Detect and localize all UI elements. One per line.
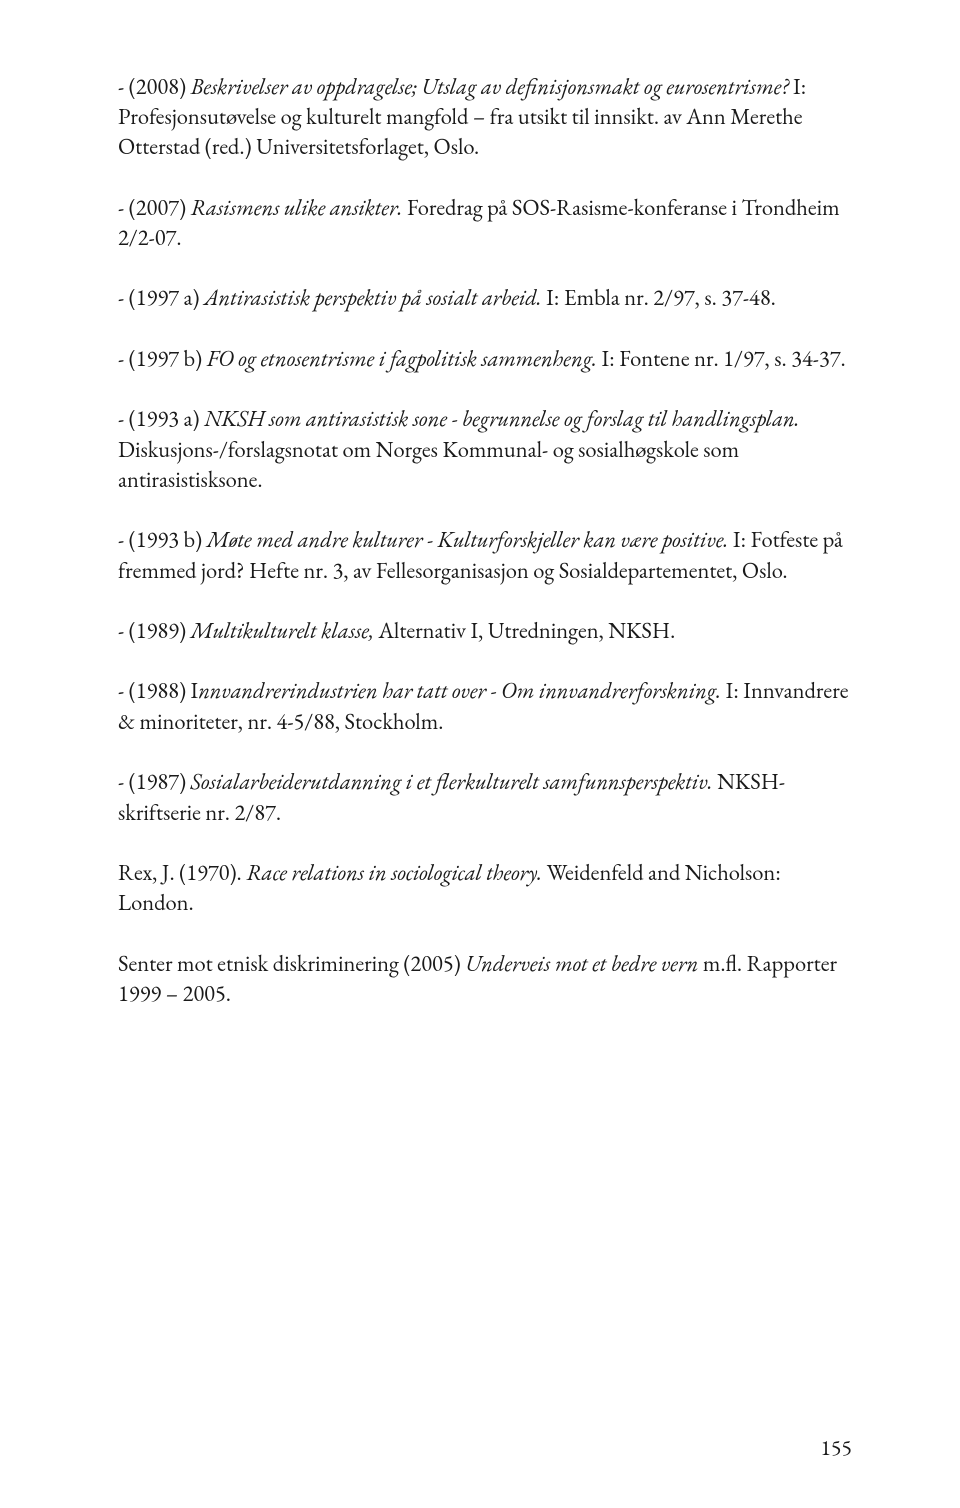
bibliography-entry: - (1993 b) Møte med andre kulturer - Kul…	[118, 524, 852, 585]
entry-text: - (1987)	[118, 766, 191, 796]
entry-text: - (1993 a)	[118, 403, 204, 433]
bibliography-entry: - (1997 b) FO og etnosentrisme i fagpoli…	[118, 343, 852, 373]
bibliography-list: - (2008) Beskrivelser av oppdragelse; Ut…	[118, 71, 852, 1009]
entry-title: nnvandrerindustrien har tatt over - Om i…	[198, 675, 721, 705]
bibliography-entry: - (1993 a) NKSH som antirasistisk sone -…	[118, 403, 852, 494]
entry-text: - (2007)	[118, 192, 191, 222]
entry-text: Alternativ I, Utredningen, NKSH.	[374, 615, 675, 645]
bibliography-entry: Rex, J. (1970). Race relations in sociol…	[118, 857, 852, 918]
entry-text: - (1997 a)	[118, 282, 204, 312]
entry-title: Multikulturelt klasse,	[191, 615, 374, 645]
bibliography-entry: - (2008) Beskrivelser av oppdragelse; Ut…	[118, 71, 852, 162]
entry-title: NKSH som antirasistisk sone - begrunnels…	[204, 403, 800, 433]
entry-text: - (1989)	[118, 615, 191, 645]
page-container: - (2008) Beskrivelser av oppdragelse; Ut…	[0, 0, 960, 1508]
entry-title: Sosialarbeiderutdanning i et flerkulture…	[191, 766, 713, 796]
entry-title: FO og etnosentrisme i fagpolitisk sammen…	[207, 343, 597, 373]
entry-text: - (1997 b)	[118, 343, 207, 373]
bibliography-entry: - (1988) Innvandrerindustrien har tatt o…	[118, 675, 852, 736]
entry-text: - (1993 b)	[118, 524, 207, 554]
entry-text: - (2008)	[118, 71, 191, 101]
bibliography-entry: - (1997 a) Antirasistisk perspektiv på s…	[118, 282, 852, 312]
entry-text: Rex, J. (1970).	[118, 857, 246, 887]
entry-text: Diskusjons-/forslagsnotat om Norges Komm…	[118, 434, 739, 494]
entry-text: Senter mot etnisk diskriminering (2005)	[118, 948, 465, 978]
bibliography-entry: - (1987) Sosialarbeiderutdanning i et fl…	[118, 766, 852, 827]
bibliography-entry: - (2007) Rasismens ulike ansikter. Fored…	[118, 192, 852, 253]
entry-title: Beskrivelser av oppdragelse; Utslag av d…	[191, 71, 789, 101]
entry-title: Underveis mot et bedre vern	[465, 948, 698, 978]
entry-title: Møte med andre kulturer - Kulturforskjel…	[207, 524, 729, 554]
entry-title: Rasismens ulike ansikter.	[191, 192, 403, 222]
entry-text: - (1988) I	[118, 675, 198, 705]
bibliography-entry: - (1989) Multikulturelt klasse, Alternat…	[118, 615, 852, 645]
page-number: 155	[820, 1433, 852, 1462]
entry-title: Antirasistisk perspektiv på sosialt arbe…	[204, 282, 542, 312]
bibliography-entry: Senter mot etnisk diskriminering (2005) …	[118, 948, 852, 1009]
entry-text: I: Embla nr. 2/97, s. 37-48.	[542, 282, 776, 312]
entry-text: I: Fontene nr. 1/97, s. 34-37.	[597, 343, 846, 373]
entry-title: Race relations in sociological theory.	[246, 857, 542, 887]
